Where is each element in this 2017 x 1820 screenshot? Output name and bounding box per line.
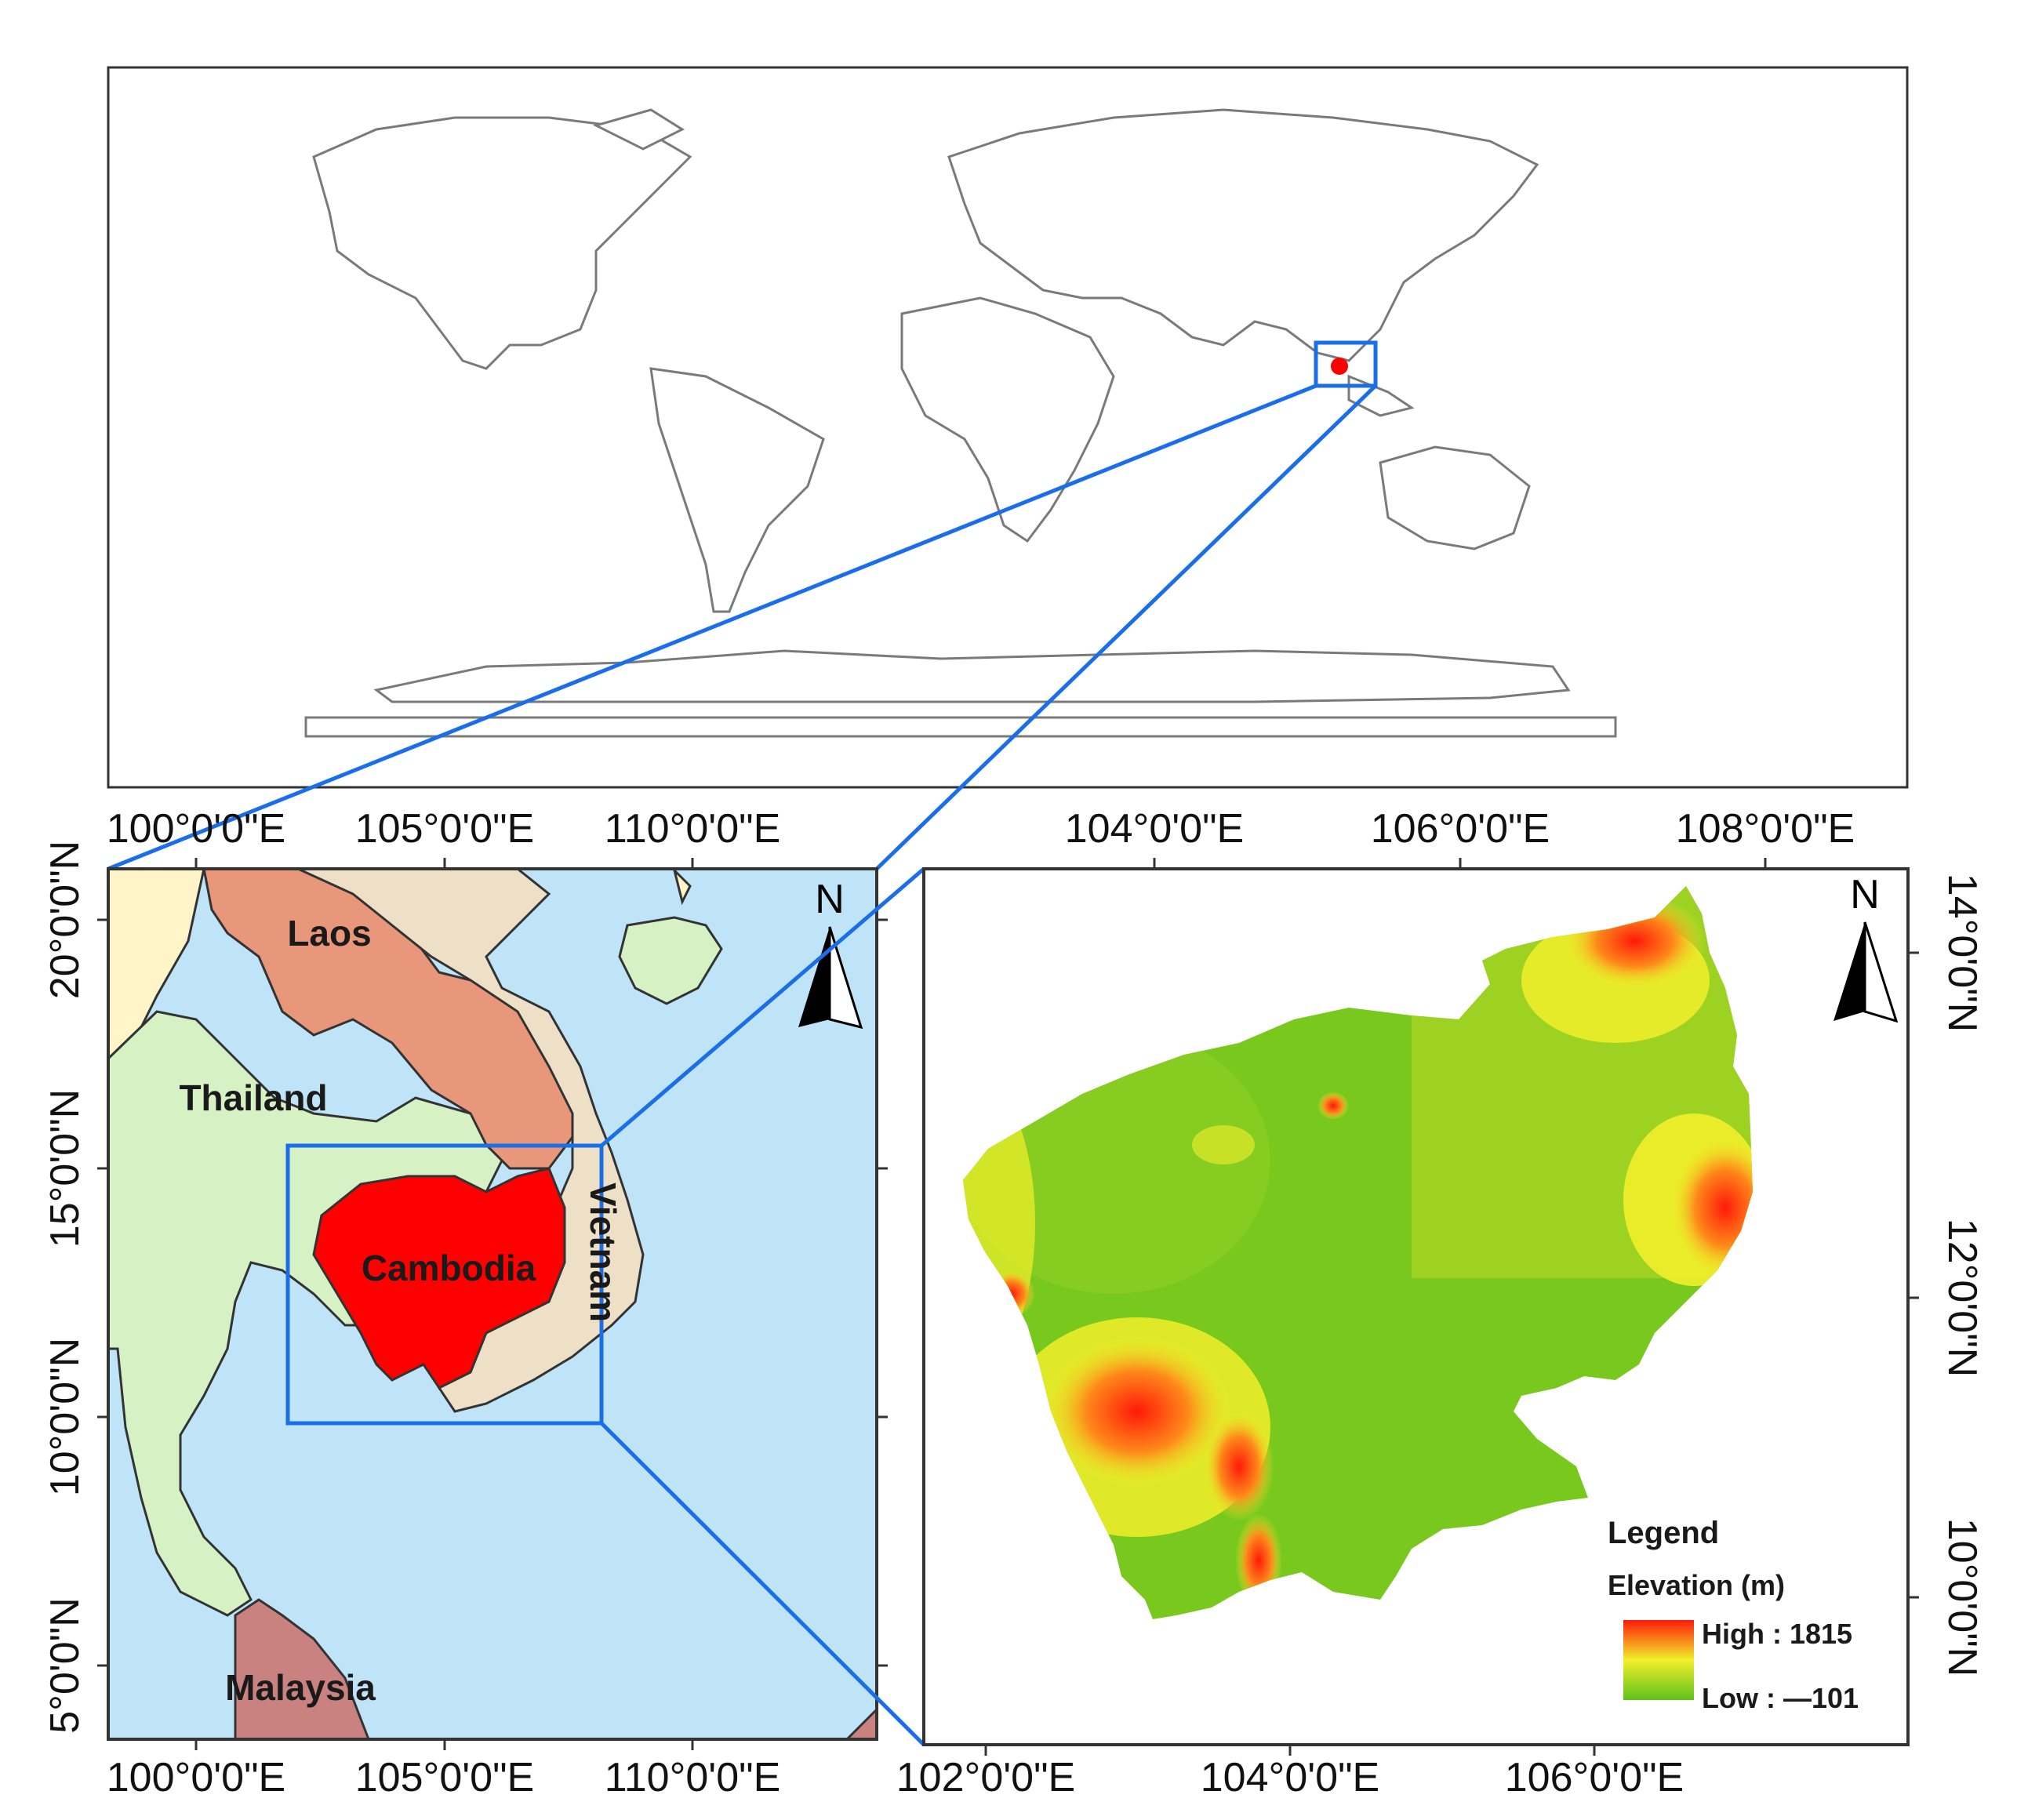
hainan-shape xyxy=(618,916,723,1005)
elevation-north-label: N xyxy=(1850,872,1880,917)
cambodia-shape xyxy=(312,1167,566,1390)
world-cambodia-marker xyxy=(1331,358,1348,375)
region-highlight-box xyxy=(285,1143,604,1426)
elevation-top-tick-106: 106°0'0"E xyxy=(1371,806,1550,852)
legend-high-label: High : 1815 xyxy=(1702,1618,1852,1650)
greenland-shape xyxy=(592,108,685,151)
legend-subtitle: Elevation (m) xyxy=(1608,1569,1785,1601)
region-map-frame xyxy=(107,867,878,1741)
north-america-shape xyxy=(312,116,692,370)
elevation-bottom-tick-106: 106°0'0"E xyxy=(1505,1755,1684,1800)
region-tick-marks xyxy=(97,858,888,1750)
region-map: 100°0'0"E 105°0'0"E 110°0'0"E 100°0'0"E … xyxy=(42,806,888,1800)
north-arrow-icon xyxy=(798,927,830,1027)
eurasia-shape xyxy=(947,108,1539,362)
elevation-top-tick-108: 108°0'0"E xyxy=(1676,806,1855,852)
africa-shape xyxy=(900,296,1115,543)
elevation-legend: Legend Elevation (m) High : 1815 Low : —… xyxy=(1608,1516,1859,1714)
myanmar-shape xyxy=(108,869,205,1060)
south-america-shape xyxy=(649,367,825,613)
label-cambodia: Cambodia xyxy=(362,1248,536,1288)
elevation-right-tick-14n: 14°0'0"N xyxy=(1939,874,1985,1032)
legend-color-ramp xyxy=(1623,1620,1694,1700)
malaysia-shape xyxy=(234,1598,370,1739)
region-left-tick-5n: 5°0'0"N xyxy=(42,1597,88,1734)
label-laos: Laos xyxy=(287,913,371,954)
elevation-tick-marks xyxy=(984,858,1919,1756)
elevation-top-tick-104: 104°0'0"E xyxy=(1065,806,1244,852)
region-bottom-tick-110: 110°0'0"E xyxy=(605,1755,781,1800)
region-bottom-tick-105: 105°0'0"E xyxy=(355,1755,534,1800)
elevation-right-tick-12n: 12°0'0"N xyxy=(1939,1219,1985,1377)
legend-low-label: Low : —101 xyxy=(1702,1682,1859,1714)
elevation-bottom-tick-102: 102°0'0"E xyxy=(896,1755,1075,1800)
laos-shape xyxy=(202,869,574,1170)
label-malaysia: Malaysia xyxy=(225,1667,376,1708)
zoom-lines-world xyxy=(107,383,1377,871)
region-north-arrow: N xyxy=(798,877,863,1030)
region-north-label: N xyxy=(815,877,845,922)
region-bottom-tick-100: 100°0'0"E xyxy=(107,1755,285,1800)
elevation-right-tick-10n: 10°0'0"N xyxy=(1939,1518,1985,1677)
australia-shape xyxy=(1379,445,1531,550)
region-left-tick-20n: 20°0'0"N xyxy=(42,841,88,999)
borneo-shape xyxy=(845,1707,877,1739)
elevation-map: 104°0'0"E 106°0'0"E 108°0'0"E 102°0'0"E … xyxy=(896,806,1985,1800)
elevation-north-arrow: N xyxy=(1833,872,1899,1023)
region-left-tick-15n: 15°0'0"N xyxy=(42,1089,88,1248)
zoom-lines-region xyxy=(600,867,925,1746)
region-top-tick-100: 100°0'0"E xyxy=(107,806,285,852)
thailand-shape xyxy=(108,1010,503,1617)
world-map xyxy=(107,66,1909,789)
legend-title: Legend xyxy=(1608,1516,1719,1550)
north-arrow-icon xyxy=(1833,922,1865,1021)
world-highlight-box xyxy=(1314,340,1378,388)
world-continents xyxy=(312,108,1571,703)
world-bottom-band xyxy=(304,716,1617,738)
label-thailand: Thailand xyxy=(179,1077,327,1118)
island-shape xyxy=(672,869,692,906)
antarctica-shape xyxy=(373,649,1571,703)
region-top-tick-105: 105°0'0"E xyxy=(355,806,534,852)
region-top-tick-110: 110°0'0"E xyxy=(605,806,781,852)
elevation-bottom-tick-104: 104°0'0"E xyxy=(1201,1755,1379,1800)
region-left-tick-10n: 10°0'0"N xyxy=(42,1338,88,1496)
label-vietnam: Vietnam xyxy=(583,1182,623,1322)
